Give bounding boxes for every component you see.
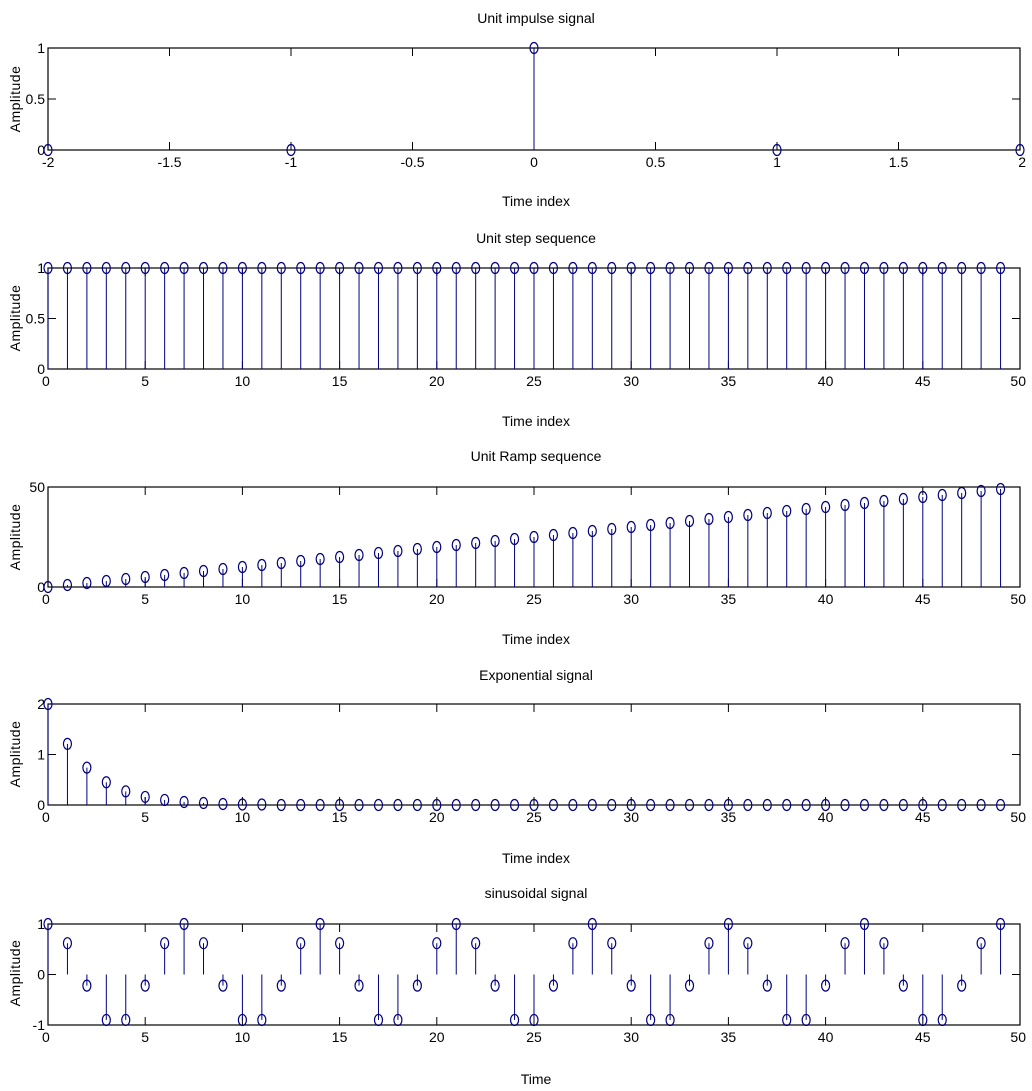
x-tick-label: 45 <box>915 591 931 607</box>
y-axis-label: Amplitude <box>7 66 23 133</box>
x-tick-label: 20 <box>429 809 445 825</box>
x-tick-label: -1 <box>285 154 298 170</box>
x-tick-label: 45 <box>915 1029 931 1045</box>
x-axis-label: Time index <box>502 850 570 866</box>
y-tick-label: -1 <box>33 1017 46 1033</box>
y-tick-label: 0 <box>37 967 45 983</box>
y-tick-label: 0.5 <box>26 311 46 327</box>
x-tick-label: 10 <box>235 373 251 389</box>
x-tick-label: 35 <box>721 1029 737 1045</box>
x-tick-label: 40 <box>818 591 834 607</box>
subplot-title: Unit Ramp sequence <box>471 448 602 464</box>
x-tick-label: 35 <box>721 591 737 607</box>
y-tick-label: 0 <box>37 797 45 813</box>
subplot-title: sinusoidal signal <box>485 885 588 901</box>
x-tick-label: 10 <box>235 591 251 607</box>
x-tick-label: 35 <box>721 373 737 389</box>
x-tick-label: 0 <box>530 154 538 170</box>
y-axis-label: Amplitude <box>7 504 23 571</box>
x-tick-label: 20 <box>429 373 445 389</box>
x-tick-label: 30 <box>623 1029 639 1045</box>
x-tick-label: 5 <box>141 373 149 389</box>
x-tick-label: 45 <box>915 373 931 389</box>
x-axis-label: Time index <box>502 193 570 209</box>
x-tick-label: 25 <box>526 373 542 389</box>
x-tick-label: 10 <box>235 809 251 825</box>
x-tick-label: 15 <box>332 591 348 607</box>
subplot-title: Unit impulse signal <box>477 10 595 26</box>
x-tick-label: 50 <box>1010 591 1026 607</box>
y-axis-label: Amplitude <box>7 940 23 1007</box>
x-tick-label: 30 <box>623 591 639 607</box>
x-tick-label: 5 <box>141 809 149 825</box>
x-tick-label: 50 <box>1010 373 1026 389</box>
y-axis-label: Amplitude <box>7 721 23 788</box>
x-tick-label: 35 <box>721 809 737 825</box>
x-tick-label: 1 <box>773 154 781 170</box>
x-tick-label: 25 <box>526 1029 542 1045</box>
x-tick-label: 40 <box>818 373 834 389</box>
y-tick-label: 0.5 <box>26 91 46 107</box>
x-tick-label: 25 <box>526 591 542 607</box>
y-tick-label: 1 <box>37 40 45 56</box>
x-tick-label: 1.5 <box>889 154 909 170</box>
subplot-title: Exponential signal <box>479 667 593 683</box>
x-tick-label: 30 <box>623 809 639 825</box>
x-tick-label: 30 <box>623 373 639 389</box>
x-tick-label: 20 <box>429 591 445 607</box>
y-tick-label: 50 <box>29 479 45 495</box>
x-tick-label: 15 <box>332 809 348 825</box>
x-tick-label: 40 <box>818 1029 834 1045</box>
x-axis-label: Time <box>521 1071 552 1087</box>
x-tick-label: 0.5 <box>646 154 666 170</box>
y-axis-label: Amplitude <box>7 285 23 352</box>
x-tick-label: 40 <box>818 809 834 825</box>
x-tick-label: 50 <box>1010 809 1026 825</box>
x-tick-label: 15 <box>332 1029 348 1045</box>
x-tick-label: 45 <box>915 809 931 825</box>
x-axis-label: Time index <box>502 631 570 647</box>
x-tick-label: -1.5 <box>157 154 181 170</box>
x-tick-label: 5 <box>141 1029 149 1045</box>
y-tick-label: 0 <box>37 361 45 377</box>
x-tick-label: 2 <box>1018 154 1026 170</box>
x-tick-label: 5 <box>141 591 149 607</box>
subplot-title: Unit step sequence <box>476 230 596 246</box>
y-tick-label: 1 <box>37 747 45 763</box>
x-tick-label: -0.5 <box>400 154 424 170</box>
x-tick-label: 15 <box>332 373 348 389</box>
x-tick-label: 25 <box>526 809 542 825</box>
x-tick-label: 10 <box>235 1029 251 1045</box>
x-tick-label: 50 <box>1010 1029 1026 1045</box>
x-axis-label: Time index <box>502 413 570 429</box>
x-tick-label: 20 <box>429 1029 445 1045</box>
